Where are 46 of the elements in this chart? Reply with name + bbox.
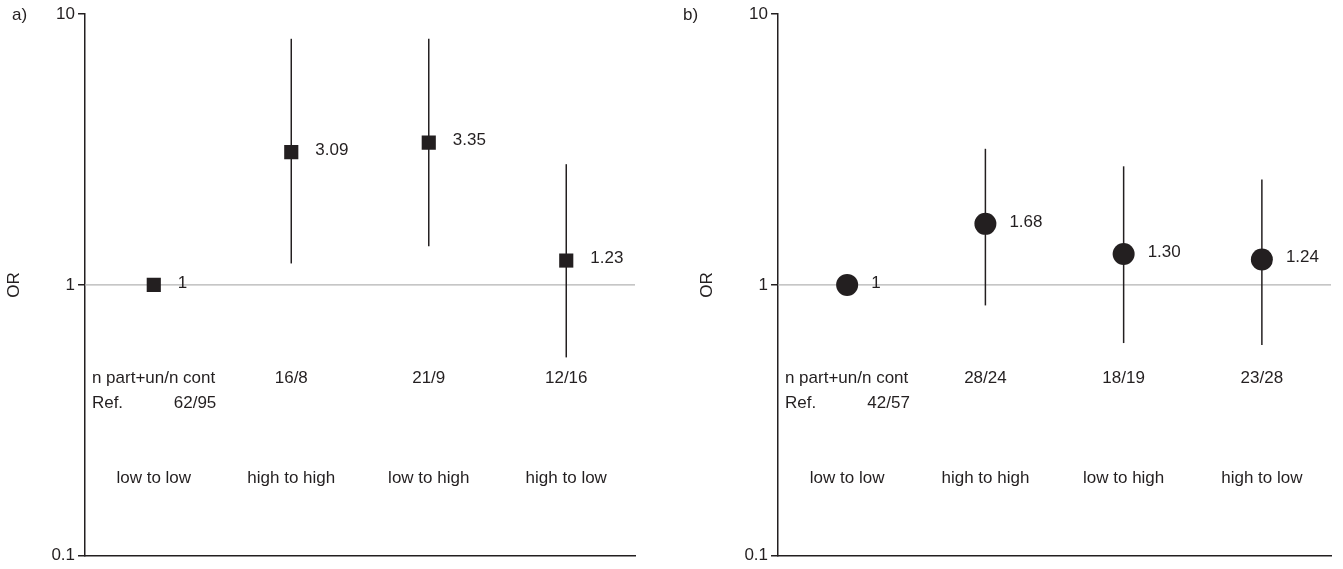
point	[559, 253, 574, 268]
annotation: 21/9	[412, 368, 446, 388]
data-label: 3.35	[452, 130, 486, 150]
data-label: 3.09	[315, 139, 349, 159]
point	[974, 212, 997, 235]
point	[836, 273, 859, 296]
annotation: n part+un/n cont	[784, 368, 909, 388]
point	[1250, 248, 1273, 271]
category-label: high to high	[247, 468, 336, 488]
data-label: 1	[871, 272, 881, 292]
data-label: 1.23	[590, 248, 624, 268]
annotation: Ref.	[91, 392, 124, 412]
y-tick-label: 1	[758, 274, 769, 294]
annotation: 42/57	[867, 392, 910, 412]
category-label: low to low	[809, 468, 885, 488]
annotation: 23/28	[1240, 368, 1284, 388]
annotation: 12/16	[544, 368, 588, 388]
annotation: 16/8	[274, 368, 308, 388]
data-label: 1	[177, 272, 188, 292]
data-label: 1.68	[1009, 211, 1043, 231]
category-label: high to low	[525, 468, 607, 488]
point	[421, 135, 436, 150]
category-label: low to low	[116, 468, 192, 488]
y-tick-label: 0.1	[51, 545, 76, 565]
data-label: 1.30	[1147, 241, 1181, 261]
category-label: high to low	[1221, 468, 1303, 488]
y-tick-label: 10	[56, 3, 76, 23]
point	[146, 277, 161, 292]
y-axis-title: OR	[3, 272, 23, 298]
y-axis-title: OR	[696, 272, 716, 298]
annotation: n part+un/n cont	[91, 368, 216, 388]
annotation: 62/95	[173, 392, 217, 412]
point	[284, 145, 299, 160]
category-label: high to high	[941, 468, 1030, 488]
annotation: 18/19	[1102, 368, 1145, 388]
y-tick-label: 10	[749, 3, 769, 23]
y-tick-label: 0.1	[744, 545, 769, 565]
chart-title: b)	[683, 4, 699, 24]
category-label: low to high	[388, 468, 470, 488]
annotation: 28/24	[964, 368, 1007, 388]
annotation: Ref.	[784, 392, 817, 412]
category-label: low to high	[1083, 468, 1165, 488]
chart-title: a)	[12, 4, 28, 24]
y-tick-label: 1	[65, 274, 76, 294]
data-label: 1.24	[1285, 247, 1319, 267]
point	[1112, 243, 1135, 266]
